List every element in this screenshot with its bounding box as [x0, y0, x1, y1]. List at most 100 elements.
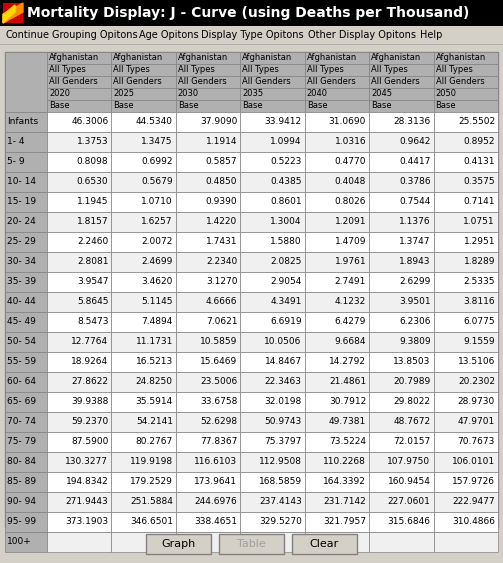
Text: Afghanistan: Afghanistan — [178, 53, 228, 62]
Text: All Genders: All Genders — [178, 78, 227, 87]
Text: 33.6758: 33.6758 — [200, 397, 237, 406]
Text: 25.5502: 25.5502 — [458, 118, 495, 127]
FancyBboxPatch shape — [5, 312, 47, 332]
Text: Base: Base — [371, 101, 392, 110]
FancyBboxPatch shape — [47, 172, 112, 192]
Text: 2.9054: 2.9054 — [270, 278, 302, 287]
Text: 5.8645: 5.8645 — [77, 297, 109, 306]
FancyBboxPatch shape — [176, 152, 240, 172]
Text: 0.4048: 0.4048 — [335, 177, 366, 186]
FancyBboxPatch shape — [176, 532, 240, 552]
FancyBboxPatch shape — [305, 212, 369, 232]
FancyBboxPatch shape — [240, 332, 305, 352]
Text: 1- 4: 1- 4 — [7, 137, 25, 146]
Text: 9.6684: 9.6684 — [334, 337, 366, 346]
FancyBboxPatch shape — [112, 192, 176, 212]
Text: 75- 79: 75- 79 — [7, 437, 36, 446]
FancyBboxPatch shape — [240, 76, 305, 88]
Text: 2035: 2035 — [242, 90, 264, 99]
Text: 90- 94: 90- 94 — [7, 498, 36, 507]
Text: 13.8503: 13.8503 — [393, 358, 431, 367]
Text: 60- 64: 60- 64 — [7, 378, 36, 387]
Text: 80- 84: 80- 84 — [7, 458, 36, 467]
Text: 6.2306: 6.2306 — [399, 318, 431, 327]
FancyBboxPatch shape — [369, 272, 434, 292]
FancyBboxPatch shape — [47, 52, 112, 64]
Text: 310.4866: 310.4866 — [452, 517, 495, 526]
FancyBboxPatch shape — [112, 64, 176, 76]
Text: 4.1232: 4.1232 — [335, 297, 366, 306]
FancyBboxPatch shape — [5, 332, 47, 352]
FancyBboxPatch shape — [305, 532, 369, 552]
FancyBboxPatch shape — [369, 52, 434, 64]
Text: 12.7764: 12.7764 — [71, 337, 109, 346]
Text: 164.3392: 164.3392 — [323, 477, 366, 486]
FancyBboxPatch shape — [434, 112, 498, 132]
FancyBboxPatch shape — [369, 100, 434, 112]
FancyBboxPatch shape — [47, 112, 112, 132]
FancyBboxPatch shape — [369, 64, 434, 76]
Text: 70- 74: 70- 74 — [7, 418, 36, 427]
Polygon shape — [3, 5, 15, 23]
Text: 20.7989: 20.7989 — [393, 378, 431, 387]
Text: 6.6919: 6.6919 — [270, 318, 302, 327]
Text: 271.9443: 271.9443 — [66, 498, 109, 507]
Text: 2025: 2025 — [114, 90, 134, 99]
FancyBboxPatch shape — [112, 432, 176, 452]
FancyBboxPatch shape — [369, 392, 434, 412]
FancyBboxPatch shape — [369, 88, 434, 100]
Text: Afghanistan: Afghanistan — [114, 53, 163, 62]
FancyBboxPatch shape — [305, 132, 369, 152]
Text: 329.5270: 329.5270 — [259, 517, 302, 526]
FancyBboxPatch shape — [240, 172, 305, 192]
Text: 2045: 2045 — [371, 90, 392, 99]
Text: 3.8116: 3.8116 — [463, 297, 495, 306]
Text: 1.2091: 1.2091 — [334, 217, 366, 226]
Text: 9.1559: 9.1559 — [463, 337, 495, 346]
Text: 2.6299: 2.6299 — [399, 278, 431, 287]
FancyBboxPatch shape — [47, 232, 112, 252]
FancyBboxPatch shape — [112, 492, 176, 512]
FancyBboxPatch shape — [305, 76, 369, 88]
FancyBboxPatch shape — [176, 432, 240, 452]
FancyBboxPatch shape — [47, 352, 112, 372]
Text: 0.5857: 0.5857 — [206, 158, 237, 167]
Text: 373.1903: 373.1903 — [65, 517, 109, 526]
Text: 194.8342: 194.8342 — [66, 477, 109, 486]
FancyBboxPatch shape — [112, 512, 176, 532]
FancyBboxPatch shape — [369, 352, 434, 372]
FancyBboxPatch shape — [112, 392, 176, 412]
FancyBboxPatch shape — [369, 212, 434, 232]
FancyBboxPatch shape — [176, 88, 240, 100]
FancyBboxPatch shape — [47, 512, 112, 532]
FancyBboxPatch shape — [112, 312, 176, 332]
FancyBboxPatch shape — [305, 452, 369, 472]
Text: 0.7544: 0.7544 — [399, 198, 431, 207]
Text: 16.5213: 16.5213 — [136, 358, 173, 367]
FancyBboxPatch shape — [176, 212, 240, 232]
FancyBboxPatch shape — [5, 452, 47, 472]
Text: All Genders: All Genders — [49, 78, 98, 87]
Text: 1.4709: 1.4709 — [334, 238, 366, 247]
Text: 112.9508: 112.9508 — [259, 458, 302, 467]
Text: Base: Base — [436, 101, 456, 110]
FancyBboxPatch shape — [47, 212, 112, 232]
FancyBboxPatch shape — [112, 112, 176, 132]
FancyBboxPatch shape — [240, 432, 305, 452]
FancyBboxPatch shape — [369, 112, 434, 132]
FancyBboxPatch shape — [47, 132, 112, 152]
Text: 1.1376: 1.1376 — [399, 217, 431, 226]
FancyBboxPatch shape — [5, 272, 47, 292]
Text: 1.0316: 1.0316 — [334, 137, 366, 146]
FancyBboxPatch shape — [434, 412, 498, 432]
Text: 2.4699: 2.4699 — [141, 257, 173, 266]
FancyBboxPatch shape — [112, 52, 176, 64]
Text: All Genders: All Genders — [436, 78, 484, 87]
Text: 244.6976: 244.6976 — [195, 498, 237, 507]
Text: 23.5006: 23.5006 — [200, 378, 237, 387]
FancyBboxPatch shape — [5, 192, 47, 212]
FancyBboxPatch shape — [240, 88, 305, 100]
FancyBboxPatch shape — [47, 252, 112, 272]
FancyBboxPatch shape — [112, 452, 176, 472]
FancyBboxPatch shape — [47, 372, 112, 392]
